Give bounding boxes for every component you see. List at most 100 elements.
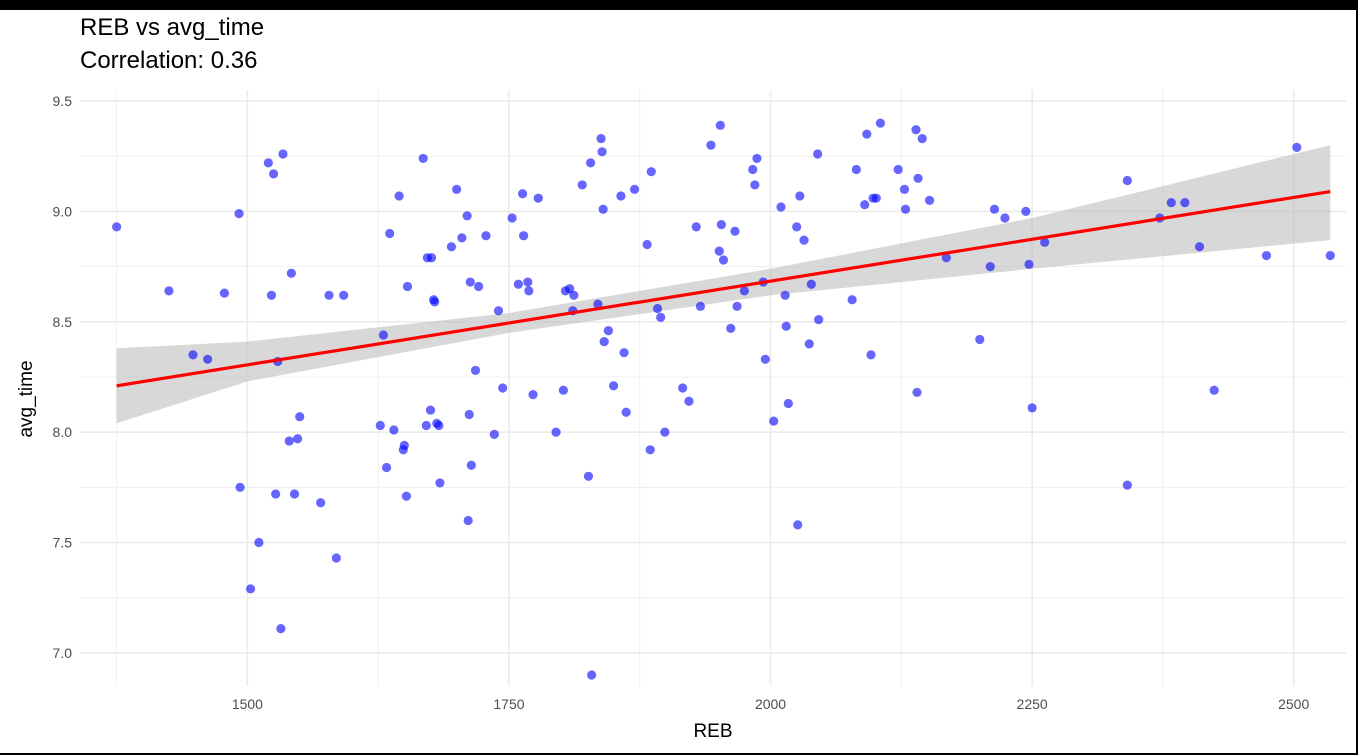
data-point bbox=[1040, 237, 1050, 247]
data-points bbox=[112, 118, 1335, 680]
scatter-chart: 7.07.58.08.59.09.5 1500 1750 2000 2250 2500 … bbox=[16, 14, 1346, 742]
data-point bbox=[596, 133, 606, 144]
data-point bbox=[375, 420, 385, 431]
x-tick-labels: 1500 1750 2000 2250 2500 bbox=[232, 696, 1310, 712]
y-tick-label: 7.5 bbox=[53, 535, 73, 551]
data-point bbox=[1027, 403, 1037, 413]
data-point bbox=[523, 277, 533, 287]
data-point bbox=[1261, 250, 1272, 261]
data-point bbox=[1325, 250, 1335, 261]
data-point bbox=[599, 337, 609, 347]
data-point bbox=[381, 462, 392, 473]
x-tick-label: 2500 bbox=[1278, 696, 1309, 712]
data-point bbox=[609, 381, 619, 391]
data-point bbox=[434, 420, 444, 431]
data-point bbox=[1122, 480, 1132, 490]
data-point bbox=[402, 281, 413, 292]
data-point bbox=[533, 193, 543, 203]
data-point bbox=[847, 295, 857, 305]
data-point bbox=[418, 153, 428, 164]
data-point bbox=[718, 255, 729, 265]
data-point bbox=[331, 553, 341, 563]
data-point bbox=[263, 158, 273, 168]
data-point bbox=[583, 471, 594, 481]
data-point bbox=[621, 407, 631, 417]
data-point bbox=[188, 350, 198, 360]
data-point bbox=[1194, 242, 1205, 252]
data-point bbox=[489, 429, 499, 439]
data-point bbox=[912, 387, 922, 398]
data-point bbox=[235, 482, 245, 492]
data-point bbox=[917, 133, 927, 144]
data-point bbox=[706, 140, 716, 150]
data-point bbox=[646, 167, 656, 177]
data-point bbox=[769, 416, 779, 426]
data-point bbox=[446, 242, 457, 252]
data-point bbox=[425, 405, 436, 415]
data-point bbox=[293, 434, 303, 444]
data-point bbox=[642, 239, 652, 250]
data-point bbox=[780, 290, 790, 300]
minor-grid bbox=[80, 90, 1346, 686]
data-point bbox=[577, 180, 587, 190]
data-point bbox=[750, 180, 760, 190]
data-point bbox=[924, 195, 935, 205]
data-point bbox=[1024, 259, 1034, 269]
data-point bbox=[619, 348, 629, 358]
y-tick-label: 8.0 bbox=[53, 424, 73, 440]
data-point bbox=[463, 515, 473, 526]
data-point bbox=[278, 149, 288, 159]
data-point bbox=[470, 365, 481, 375]
data-point bbox=[474, 281, 484, 292]
data-point bbox=[266, 290, 277, 300]
y-tick-label: 8.5 bbox=[53, 314, 73, 330]
data-point bbox=[435, 478, 445, 488]
data-point bbox=[645, 445, 655, 455]
y-axis-title: avg_time bbox=[16, 360, 37, 437]
data-point bbox=[795, 191, 805, 201]
x-axis-title: REB bbox=[693, 721, 732, 742]
data-point bbox=[678, 383, 688, 393]
data-point bbox=[378, 330, 389, 340]
data-point bbox=[430, 297, 440, 307]
data-point bbox=[793, 520, 803, 530]
data-point bbox=[284, 436, 294, 446]
data-point bbox=[866, 350, 876, 360]
x-tick-label: 1500 bbox=[232, 696, 263, 712]
data-point bbox=[1000, 213, 1010, 223]
data-point bbox=[465, 277, 475, 287]
data-point bbox=[598, 204, 608, 214]
data-point bbox=[814, 314, 824, 325]
data-point bbox=[730, 226, 740, 236]
data-point bbox=[851, 164, 861, 175]
trend-line bbox=[116, 189, 1331, 388]
data-point bbox=[507, 213, 517, 223]
data-point bbox=[112, 222, 122, 232]
data-point bbox=[913, 173, 923, 183]
data-point bbox=[295, 412, 305, 422]
data-point bbox=[339, 290, 349, 300]
data-point bbox=[716, 220, 726, 230]
data-point bbox=[732, 301, 742, 311]
data-point bbox=[493, 306, 504, 316]
data-point bbox=[234, 209, 244, 219]
data-point bbox=[691, 222, 701, 232]
data-point bbox=[941, 253, 951, 263]
data-point bbox=[804, 339, 814, 349]
data-point bbox=[752, 153, 762, 164]
y-tick-labels: 7.0 7.5 8.0 8.5 9.0 9.5 bbox=[53, 93, 73, 661]
data-point bbox=[715, 120, 725, 130]
data-point bbox=[1180, 197, 1190, 208]
data-point bbox=[289, 489, 300, 499]
data-point bbox=[426, 253, 437, 263]
data-point bbox=[899, 184, 910, 194]
data-point bbox=[875, 118, 886, 128]
data-point bbox=[457, 233, 467, 243]
data-point bbox=[726, 323, 736, 333]
data-point bbox=[684, 396, 694, 406]
data-point bbox=[587, 670, 597, 680]
x-tick-label: 1750 bbox=[493, 696, 524, 712]
data-point bbox=[893, 164, 903, 175]
data-point bbox=[271, 489, 281, 499]
data-point bbox=[806, 279, 816, 289]
